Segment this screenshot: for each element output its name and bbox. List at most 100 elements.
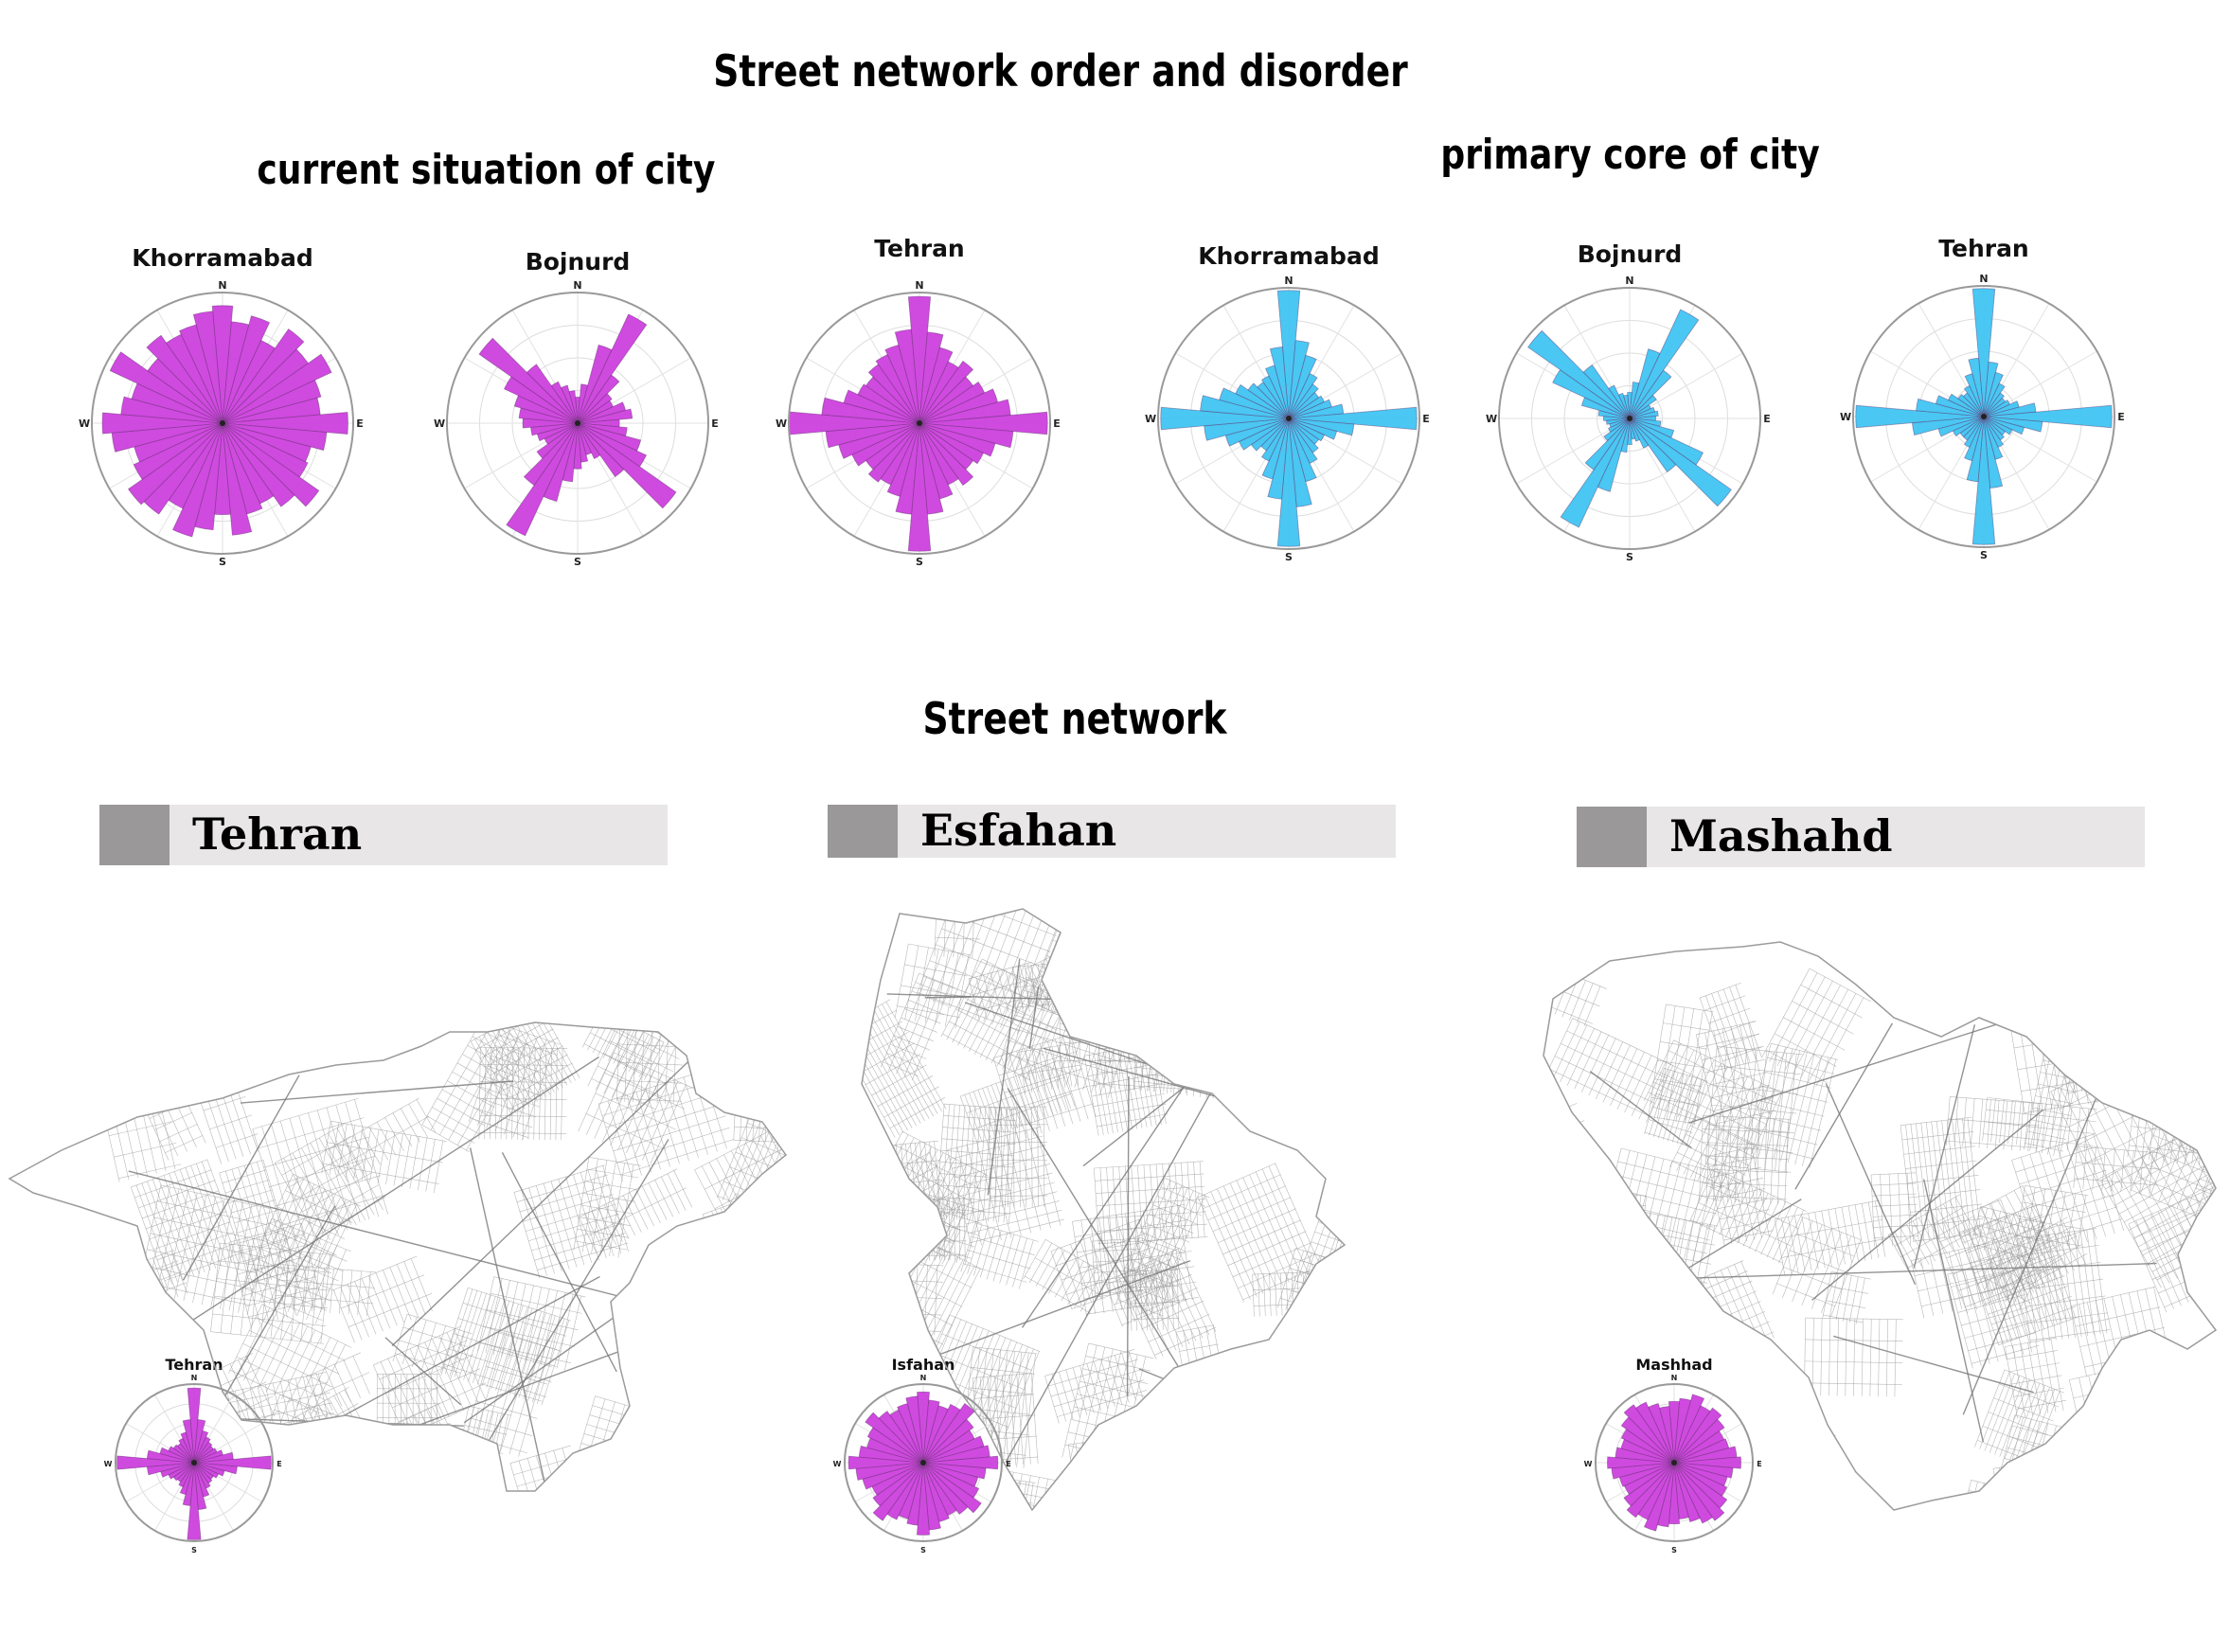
street-block [509,1445,581,1491]
rose-bar [222,422,312,463]
rose-bar [919,411,1048,435]
rose-bar [1962,392,1985,417]
main-road [1962,1044,2120,1415]
outer-ring [1157,287,1420,550]
rose-bar [922,1402,975,1464]
main-road [1543,1251,1591,1454]
rose-bar [536,422,579,442]
compass-label-s: S [219,556,226,568]
street-block [1175,1324,1223,1381]
street-block [1643,1039,1782,1154]
rose-bar [1911,416,1985,436]
rose-bar [1983,397,2007,417]
rose-bar [843,389,920,424]
rose-bar [1963,416,1985,449]
mashhad-street-map [1543,941,2217,1511]
rose-tehran-core: N E S W [1840,273,2125,561]
rose-bar [1288,417,1319,453]
center-dot [1286,416,1292,421]
rose-bar [1620,1416,1675,1464]
rose-title-bojnurd-current: Bojnurd [525,248,631,275]
rose-bar [1673,1438,1730,1464]
rose-bar [1626,1462,1675,1519]
main-road [1005,909,1321,1464]
street-block [306,1352,370,1415]
rose-bar [1260,417,1290,452]
rose-bar [577,422,589,463]
rose-bar [577,422,648,468]
rose-bar [1983,402,2037,417]
rose-bar [109,351,223,424]
rose-bar [1276,290,1301,419]
rose-bar [1643,1462,1675,1532]
rose-title-isfahan-map: Isfahan [891,1356,955,1374]
center-dot [920,1460,926,1465]
rose-bar [193,1462,211,1489]
rose-bar [1629,348,1661,419]
rose-bar [575,397,580,424]
rose-bar [1971,288,1996,417]
rose-bar [1288,395,1326,419]
rose-bar [1963,384,1985,417]
rose-bar [478,337,579,424]
street-block [959,1059,1076,1144]
banner-label: Esfahan [920,805,1117,856]
compass-label-e: E [1006,1460,1010,1468]
street-block [1992,1448,2122,1510]
rose-bar [1260,417,1290,462]
rose-bar [577,422,593,455]
outer-ring [446,292,709,555]
rose-bar [1235,383,1290,419]
rose-bar [178,1462,195,1488]
street-block [894,943,972,1029]
rose-bar [518,407,579,424]
primary-core-heading: primary core of city [1440,131,1820,179]
rose-bar [1629,417,1675,438]
main-road [341,1275,600,1418]
rose-bar [1627,417,1632,445]
rose-bar [922,1399,940,1464]
rose-bar [1673,1397,1692,1464]
street-block [705,1299,786,1406]
rose-bar [101,412,223,435]
street-block [2044,976,2156,1095]
street-block [2070,1286,2170,1377]
street-block [1092,950,1133,1033]
rose-bar [1615,1447,1675,1464]
street-block [1272,1469,1345,1510]
street-block [1944,1480,2050,1510]
rose-bar [1609,417,1631,428]
rose-title-tehran-core: Tehran [1938,235,2029,262]
compass-label-n: N [573,279,581,292]
rose-bar [1288,417,1317,483]
rose-bar [1673,1430,1725,1464]
rose-bar [562,422,579,483]
street-block [421,1022,530,1152]
rose-bar [866,1437,924,1464]
street-block [1290,1212,1345,1333]
rose-bar [1983,416,2025,435]
rose-bar [577,393,613,424]
rose-bar [577,422,625,478]
rose-bar [1964,416,1985,462]
street-block [2148,1429,2216,1501]
rose-bar [1673,1418,1725,1464]
rose-bar [825,422,920,449]
rose-bar [1629,309,1700,419]
banner-label: Tehran [192,808,363,860]
main-road [1594,1199,1802,1326]
street-network-heading: Street network [922,693,1227,744]
rose-bar [922,1462,979,1487]
street-block [862,999,947,1138]
rose-bar [222,422,275,505]
rose-bar [1288,417,1320,445]
rose-bar [1629,417,1636,440]
rose-bar [1620,417,1631,453]
main-road [925,996,972,999]
compass-label-e: E [1422,413,1430,425]
rose-bar [222,348,309,424]
rose-bar [1597,417,1631,492]
rose-bar [1983,416,2006,441]
rose-bar [1983,416,2004,489]
rose-bar [867,422,920,483]
